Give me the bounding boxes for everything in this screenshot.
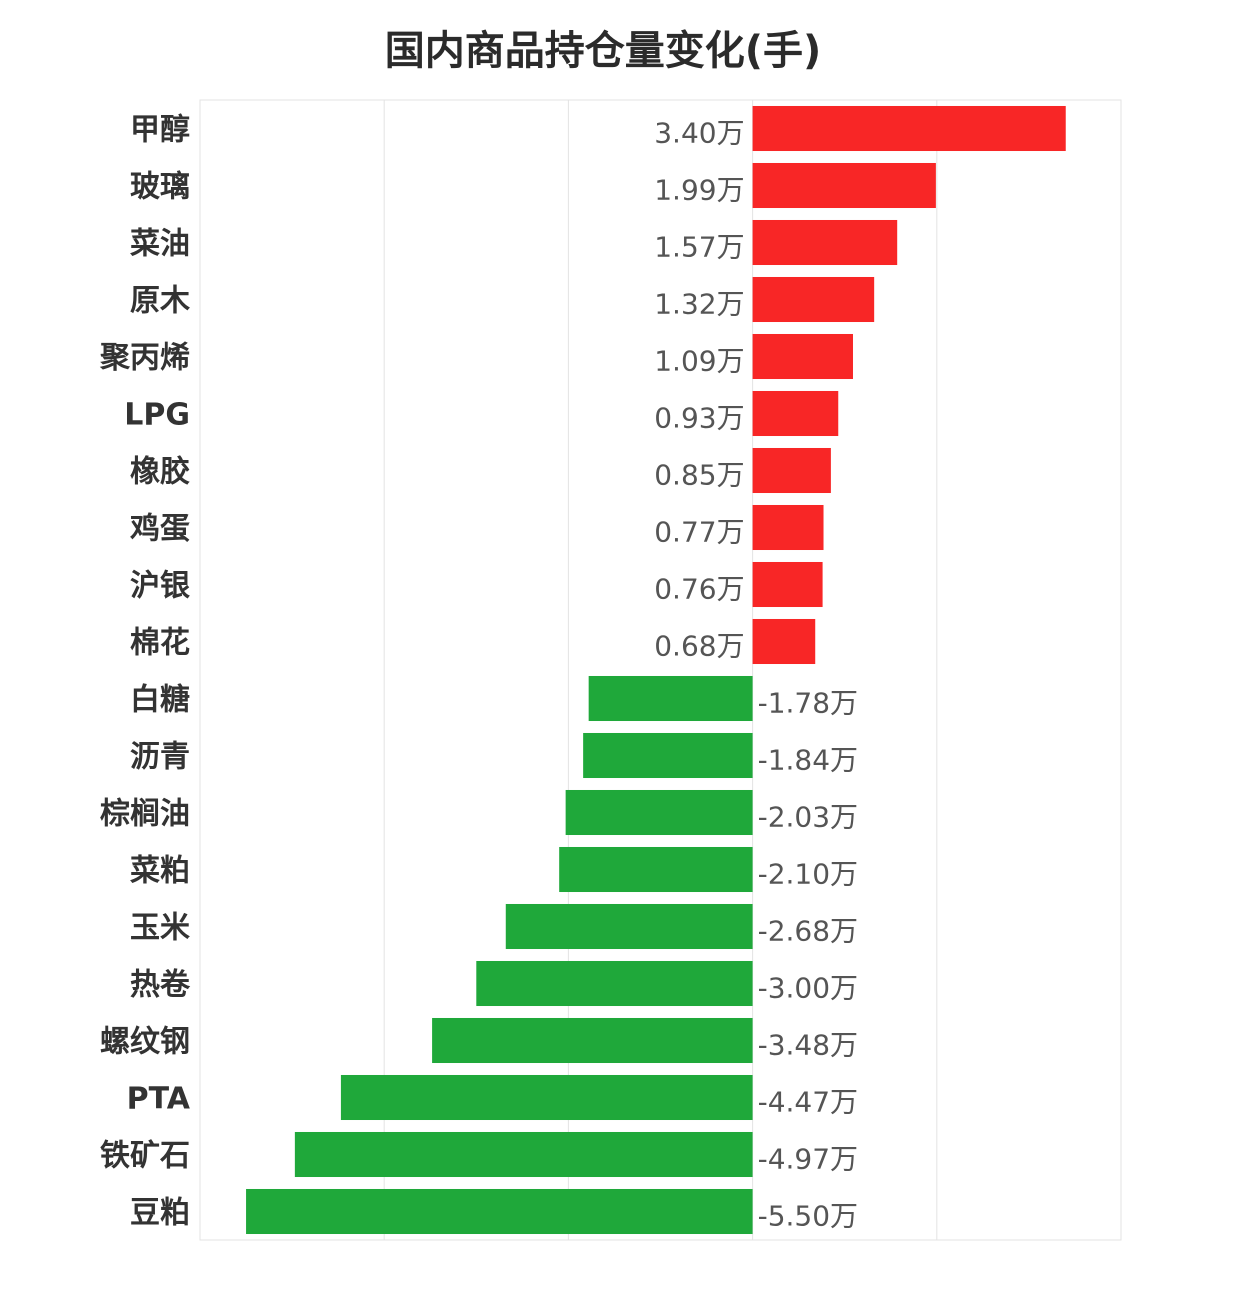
bar-9 bbox=[752, 561, 823, 608]
category-label: 菜粕 bbox=[130, 854, 190, 889]
bar-3 bbox=[752, 219, 898, 266]
category-label: 豆粕 bbox=[130, 1196, 190, 1231]
category-label: 橡胶 bbox=[130, 455, 190, 490]
category-label: 螺纹钢 bbox=[100, 1025, 190, 1060]
value-label: -1.78万 bbox=[758, 687, 858, 720]
value-label: -3.48万 bbox=[758, 1029, 858, 1062]
category-label: LPG bbox=[124, 398, 190, 433]
value-label: -2.68万 bbox=[758, 915, 858, 948]
bar-1 bbox=[752, 105, 1066, 152]
category-label: 甲醇 bbox=[130, 113, 190, 148]
bar-20 bbox=[246, 1188, 753, 1235]
category-label: PTA bbox=[127, 1082, 191, 1117]
bar-15 bbox=[505, 903, 753, 950]
value-label: -5.50万 bbox=[758, 1200, 858, 1233]
bar-2 bbox=[752, 162, 936, 209]
bar-10 bbox=[752, 618, 816, 665]
value-label: 1.57万 bbox=[654, 231, 744, 264]
bar-5 bbox=[752, 333, 853, 380]
bar-12 bbox=[583, 732, 753, 779]
bar-4 bbox=[752, 276, 875, 323]
bar-14 bbox=[559, 846, 753, 893]
category-label: 原木 bbox=[130, 284, 190, 319]
category-label: 沪银 bbox=[130, 569, 190, 604]
bar-13 bbox=[565, 789, 753, 836]
value-label: -4.47万 bbox=[758, 1086, 858, 1119]
category-label: 鸡蛋 bbox=[130, 512, 190, 547]
value-label: 3.40万 bbox=[654, 117, 744, 150]
value-label: 0.93万 bbox=[654, 402, 744, 435]
value-label: 1.99万 bbox=[654, 174, 744, 207]
bar-6 bbox=[752, 390, 839, 437]
category-label: 棕榈油 bbox=[100, 797, 190, 832]
value-label: 1.32万 bbox=[654, 288, 744, 321]
value-label: -2.03万 bbox=[758, 801, 858, 834]
value-label: -4.97万 bbox=[758, 1143, 858, 1176]
category-label: 玉米 bbox=[130, 911, 190, 946]
value-label: -3.00万 bbox=[758, 972, 858, 1005]
bar-layer bbox=[246, 105, 1066, 1235]
category-label: 热卷 bbox=[130, 968, 191, 1003]
category-label: 棉花 bbox=[130, 626, 190, 661]
bar-11 bbox=[588, 675, 753, 722]
value-label: 0.85万 bbox=[654, 459, 744, 492]
bar-7 bbox=[752, 447, 831, 494]
category-label: 铁矿石 bbox=[100, 1139, 190, 1174]
bar-17 bbox=[432, 1017, 753, 1064]
value-label: 0.68万 bbox=[654, 630, 744, 663]
value-label: -2.10万 bbox=[758, 858, 858, 891]
chart-title: 国内商品持仓量变化(手) bbox=[384, 28, 822, 74]
category-label: 沥青 bbox=[130, 740, 190, 775]
value-label: 0.77万 bbox=[654, 516, 744, 549]
category-label: 菜油 bbox=[130, 227, 190, 262]
category-label: 玻璃 bbox=[130, 170, 190, 205]
bar-16 bbox=[476, 960, 753, 1007]
category-label: 聚丙烯 bbox=[99, 341, 190, 376]
value-label: 1.09万 bbox=[654, 345, 744, 378]
bar-8 bbox=[752, 504, 824, 551]
grid-layer bbox=[199, 99, 1122, 1241]
category-label: 白糖 bbox=[130, 683, 190, 718]
value-label: -1.84万 bbox=[758, 744, 858, 777]
value-label: 0.76万 bbox=[654, 573, 744, 606]
plot-frame bbox=[199, 99, 1122, 1241]
bar-18 bbox=[340, 1074, 753, 1121]
bar-19 bbox=[294, 1131, 753, 1178]
